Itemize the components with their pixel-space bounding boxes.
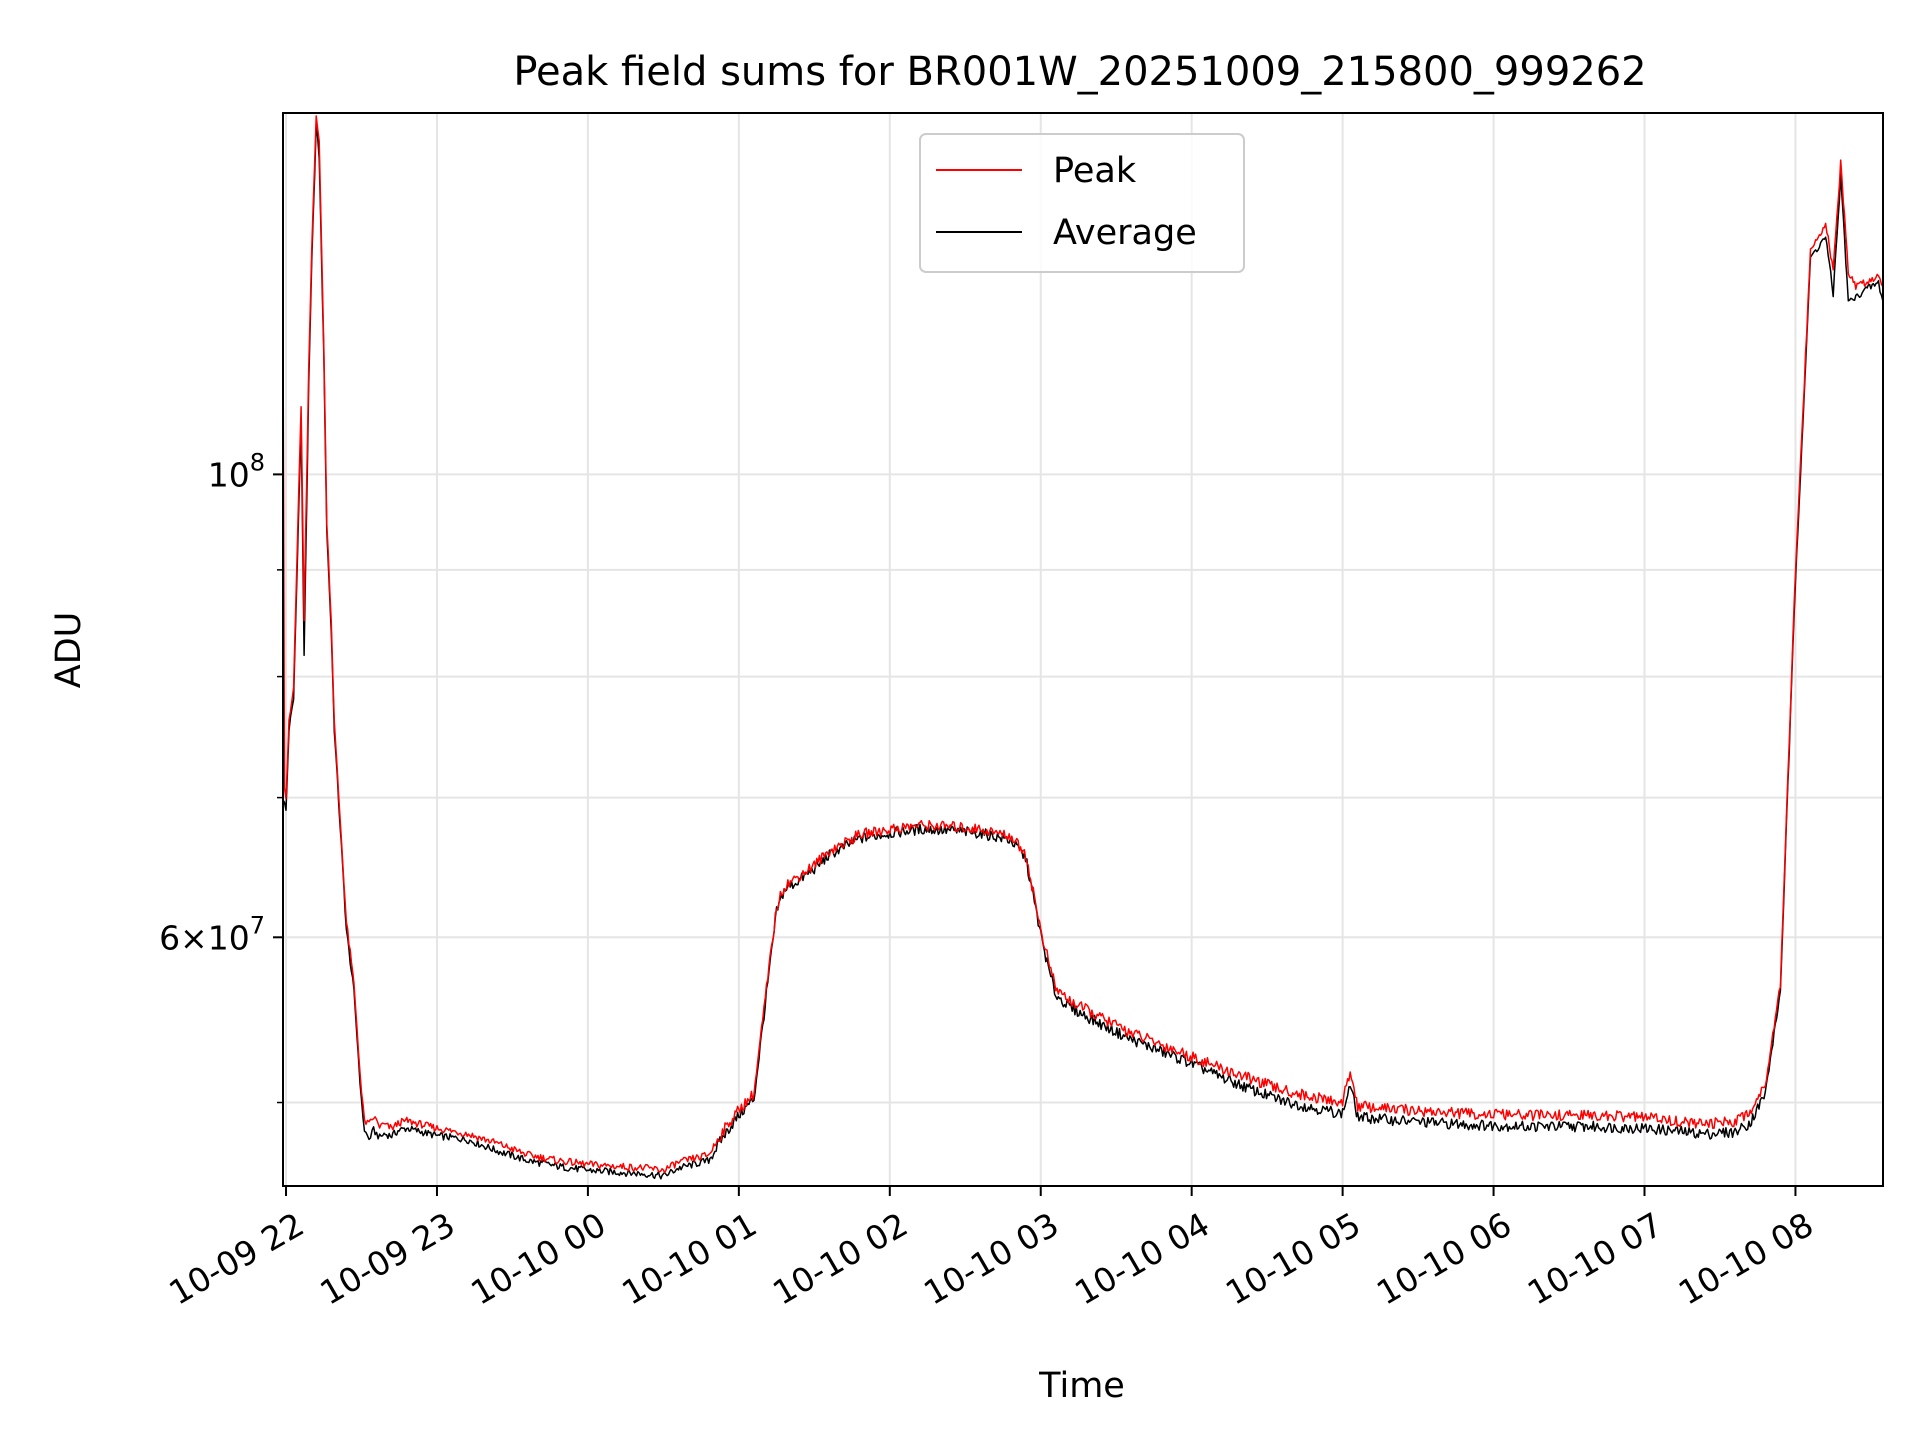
legend-average-label: Average — [1053, 213, 1197, 253]
y-axis-label: ADU — [49, 612, 89, 689]
series-line-peak — [283, 115, 1883, 1174]
series-line-average — [283, 123, 1883, 1180]
grid — [283, 113, 1883, 1186]
legend-peak-label: Peak — [1053, 151, 1137, 191]
x-axis-label: Time — [1038, 1366, 1125, 1406]
chart-title: Peak field sums for BR001W_20251009_2158… — [513, 49, 1646, 95]
y-axis-ticks: 108 6×107 — [159, 448, 283, 1104]
legend: Peak Average — [919, 133, 1245, 273]
plot-series — [283, 115, 1883, 1180]
y-tick-label: 6×107 — [159, 911, 265, 957]
y-tick-label: 108 — [208, 448, 265, 494]
axes-frame — [282, 112, 1884, 1187]
legend-box — [919, 133, 1245, 273]
